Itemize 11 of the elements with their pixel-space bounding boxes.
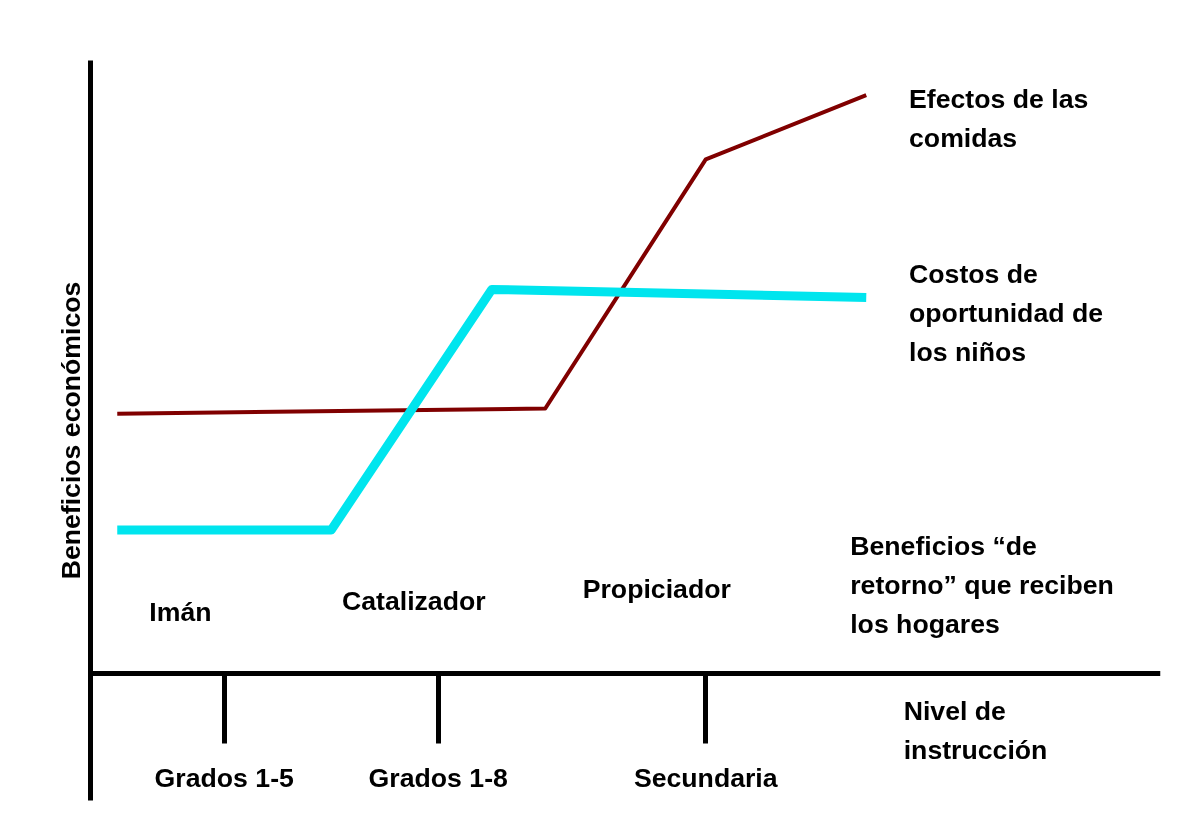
annotation: Imán (149, 597, 212, 628)
y-axis-title: Beneficios económicos (55, 281, 86, 580)
annotation: Catalizador (341, 585, 486, 616)
annotation: Beneficios “de retorno” que reciben los hogares (850, 530, 1114, 639)
series-label: Costos de oportunidad de los niños (909, 258, 1104, 367)
annotation: Propiciador (582, 573, 731, 604)
series-label: Efectos de las comidas (909, 84, 1089, 153)
x-tick-label: Grados 1-5 (154, 763, 295, 794)
x-axis-title: Nivel de instrucción (903, 696, 1048, 766)
x-tick-label: Secundaria (633, 763, 778, 794)
x-tick-label: Grados 1-8 (368, 763, 508, 794)
